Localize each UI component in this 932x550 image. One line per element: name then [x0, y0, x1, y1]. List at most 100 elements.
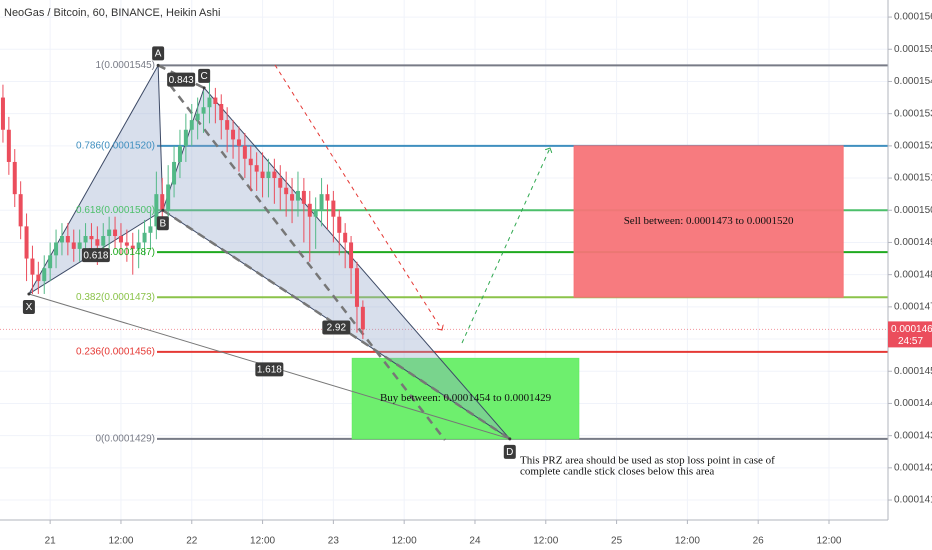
point-label-box: [156, 216, 169, 231]
y-tick-label: 0.0001560: [894, 12, 932, 23]
x-tick-label: 12:00: [108, 536, 133, 547]
y-tick-label: 0.0001440: [894, 398, 932, 409]
candle-body: [183, 129, 188, 146]
x-tick-label: 12:00: [392, 536, 417, 547]
ratio-label: 2.92: [327, 323, 347, 334]
pattern-point: [508, 437, 512, 441]
candle-body: [307, 203, 312, 217]
last-price-label: 0.0001463: [891, 324, 932, 335]
candle-body: [89, 236, 94, 240]
x-tick-label: 12:00: [533, 536, 558, 547]
fib-label: 0.786(0.0001520): [76, 140, 155, 151]
candle-body: [337, 216, 342, 233]
ratio-label: 0.843: [169, 75, 194, 86]
point-label: C: [201, 71, 208, 82]
candle-body: [236, 139, 241, 146]
candle-body: [207, 97, 212, 108]
y-tick-label: 0.0001530: [894, 108, 932, 119]
candle-body: [195, 113, 200, 121]
x-tick-label: 22: [186, 536, 198, 547]
y-tick-label: 0.0001500: [894, 205, 932, 216]
candle-body: [213, 97, 218, 104]
candle-body: [231, 129, 236, 140]
y-tick-label: 0.0001470: [894, 301, 932, 312]
candle-body: [254, 165, 259, 172]
candle-body: [290, 194, 295, 201]
candle-body: [266, 171, 271, 179]
ratio-label-box: [322, 320, 351, 335]
candle-body: [148, 226, 153, 233]
point-label: A: [155, 49, 162, 60]
y-tick-label: 0.0001520: [894, 140, 932, 151]
candle-body: [201, 107, 206, 114]
candle-body: [189, 120, 194, 130]
pattern-point: [27, 292, 31, 296]
candle-body: [113, 229, 118, 237]
candle-body: [54, 242, 59, 256]
candle-body: [42, 268, 47, 282]
candle-body: [154, 194, 159, 227]
x-tick-label: 26: [753, 536, 765, 547]
ratio-label: 0.618: [83, 250, 108, 261]
x-tick-label: 23: [328, 536, 340, 547]
candle-body: [124, 242, 129, 246]
pattern-point: [202, 86, 206, 90]
candle-body: [349, 242, 354, 269]
ratio-label-box: [255, 362, 284, 377]
fib-label: 0.5(0.0001487): [87, 247, 155, 258]
ratio-label-box: [81, 248, 110, 263]
candle-body: [77, 242, 82, 249]
x-tick-label: 12:00: [675, 536, 700, 547]
x-tick-label: 12:00: [816, 536, 841, 547]
note-line: This PRZ area should be used as stop los…: [520, 455, 775, 467]
point-label-box: [198, 68, 211, 83]
point-label-box: [503, 444, 516, 459]
y-tick-label: 0.0001450: [894, 366, 932, 377]
candle-body: [48, 255, 53, 269]
pattern-point: [156, 63, 160, 67]
point-label-box: [152, 46, 165, 61]
candle-body: [272, 171, 277, 179]
fib-label: 0(0.0001429): [96, 434, 156, 445]
pattern-point: [161, 208, 165, 212]
candle-body: [248, 158, 253, 166]
candle-body: [118, 236, 123, 243]
chart-title: NeoGas / Bitcoin, 60, BINANCE, Heikin As…: [4, 7, 220, 19]
y-tick-label: 0.0001550: [894, 44, 932, 55]
candle-body: [24, 226, 29, 259]
candle-body: [107, 229, 112, 237]
arrow-up: [461, 148, 550, 344]
candle-body: [260, 171, 265, 179]
ratio-label: 1.618: [257, 365, 282, 376]
candle-body: [177, 145, 182, 162]
candle-body: [71, 242, 76, 249]
x-tick-label: 21: [45, 536, 57, 547]
candle-body: [354, 268, 359, 307]
fib-label: 0.236(0.0001456): [76, 347, 155, 358]
candle-body: [12, 161, 17, 195]
point-label: B: [160, 218, 167, 229]
candle-body: [301, 190, 306, 204]
candle-body: [242, 145, 247, 159]
candle-body: [65, 236, 70, 243]
candle-body: [172, 161, 177, 185]
fib-label: 1(0.0001545): [96, 60, 156, 71]
candle-body: [59, 236, 64, 243]
candle-body: [219, 104, 224, 121]
fib-label: 0.618(0.0001500): [76, 205, 155, 216]
candle-body: [343, 232, 348, 243]
candle-body: [166, 184, 171, 211]
y-tick-label: 0.0001540: [894, 76, 932, 87]
candle-body: [130, 245, 135, 249]
candle-body: [225, 120, 230, 130]
candle-body: [331, 200, 336, 217]
candle-body: [95, 239, 100, 246]
point-label-box: [22, 299, 35, 314]
y-tick-label: 0.0001410: [894, 495, 932, 506]
y-tick-label: 0.0001420: [894, 462, 932, 473]
pattern-dash: [169, 84, 446, 441]
y-tick-label: 0.0001430: [894, 430, 932, 441]
candle-body: [6, 129, 11, 162]
candle-body: [30, 258, 35, 275]
